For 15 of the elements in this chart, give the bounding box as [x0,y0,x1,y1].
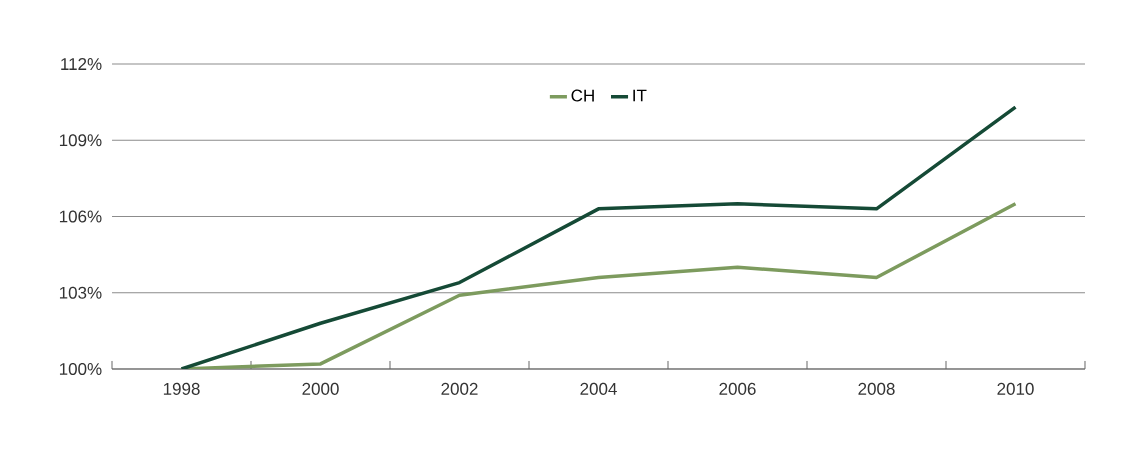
legend-label: IT [633,89,647,102]
x-tick-label: 2000 [302,382,339,395]
x-tick-label: 2008 [858,382,895,395]
x-tick-label: 2004 [580,382,617,395]
x-tick-label: 2006 [719,382,756,395]
y-tick-label: 109% [59,134,102,147]
x-tick-label: 1998 [163,382,200,395]
y-tick-label: 100% [59,362,102,376]
x-tick-label: 2010 [997,382,1034,395]
y-tick-label: 106% [59,210,102,223]
y-tick-label: 103% [59,286,102,299]
line-series [179,105,1018,369]
x-tick-label: 2002 [441,382,478,395]
y-tick-label: 112% [61,58,102,70]
legend-label: CH [571,89,594,102]
